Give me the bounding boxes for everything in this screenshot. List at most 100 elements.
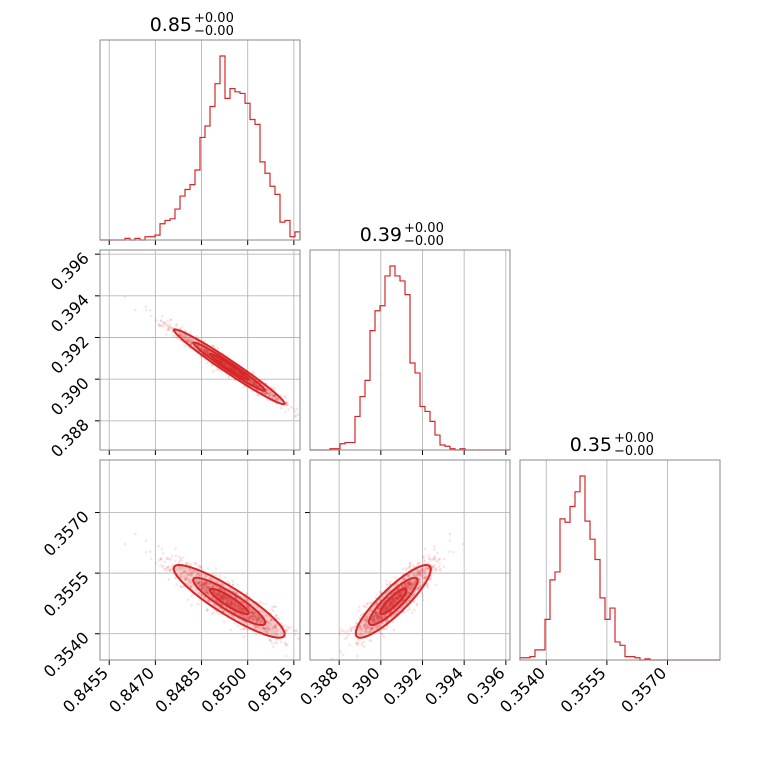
sample-point (266, 388, 269, 392)
sample-point (387, 606, 390, 610)
sample-point (203, 596, 207, 600)
sample-point (411, 581, 415, 585)
sample-point (416, 587, 420, 591)
param-title-upper: +0.00 (614, 431, 654, 446)
sample-point (214, 592, 217, 595)
sample-point (260, 609, 264, 613)
sample-point (388, 604, 392, 608)
sample-point (365, 623, 368, 626)
sample-point (267, 615, 271, 618)
sample-point (197, 582, 201, 586)
sample-point (267, 392, 271, 396)
sample-point (300, 413, 303, 416)
sample-point (218, 594, 222, 598)
sample-point (255, 619, 259, 622)
sample-point (399, 593, 403, 597)
sample-point (388, 601, 392, 604)
sample-point (295, 407, 299, 411)
sample-point (416, 571, 420, 575)
sample-point (392, 613, 396, 616)
sample-point (391, 600, 395, 604)
sample-point (265, 391, 269, 395)
sample-point (409, 582, 413, 585)
sample-point (157, 559, 160, 562)
sample-point (169, 318, 172, 321)
sample-point (226, 364, 230, 368)
sample-point (357, 632, 361, 636)
sample-point (189, 342, 193, 346)
sample-point (179, 572, 183, 576)
sample-point (403, 582, 407, 586)
sample-point (383, 627, 386, 630)
sample-point (212, 603, 216, 606)
sample-point (160, 324, 164, 327)
sample-point (183, 578, 187, 582)
sample-point (246, 599, 250, 602)
sample-point (268, 620, 271, 624)
sample-point (179, 557, 182, 560)
sample-point (422, 555, 426, 559)
sample-point (208, 600, 211, 604)
sample-point (356, 654, 359, 658)
sample-point (253, 381, 257, 385)
sample-point (256, 618, 260, 622)
sample-point (253, 618, 256, 622)
sample-point (404, 568, 408, 572)
sample-point (224, 595, 227, 599)
sample-point (375, 612, 379, 616)
sample-point (396, 597, 400, 600)
sample-point (251, 619, 255, 622)
sample-point (259, 619, 263, 622)
sample-point (271, 628, 274, 632)
sample-point (275, 396, 278, 400)
sample-point (247, 616, 251, 620)
sample-point (175, 323, 178, 326)
sample-point (200, 582, 203, 585)
sample-point (438, 557, 441, 561)
sample-point (187, 567, 191, 571)
sample-point (222, 595, 225, 598)
sample-point (279, 640, 283, 644)
sample-point (360, 641, 364, 645)
sample-point (198, 584, 201, 587)
sample-point (368, 630, 372, 633)
sample-point (239, 605, 243, 609)
sample-point (205, 581, 208, 585)
x-tick-label: 0.3540 (496, 663, 549, 716)
sample-point (402, 610, 406, 614)
sample-point (183, 337, 186, 340)
sample-point (228, 599, 231, 602)
sample-point (393, 598, 396, 602)
sample-point (391, 597, 395, 600)
sample-point (232, 603, 235, 607)
sample-point (241, 615, 244, 618)
sample-point (175, 335, 178, 339)
sample-point (249, 616, 252, 619)
sample-point (220, 594, 224, 598)
sample-point (144, 539, 148, 542)
sample-point (432, 566, 436, 570)
sample-point (262, 628, 265, 632)
sample-point (196, 602, 200, 605)
sample-point (188, 578, 191, 581)
sample-point (425, 582, 429, 586)
sample-point (242, 627, 245, 630)
sample-point (255, 616, 258, 619)
sample-point (397, 596, 401, 599)
sample-point (408, 582, 412, 585)
sample-point (193, 561, 197, 565)
sample-point (251, 612, 255, 616)
sample-point (350, 627, 354, 630)
sample-point (222, 620, 226, 624)
sample-point (252, 381, 256, 385)
sample-point (205, 581, 208, 585)
sample-point (172, 334, 175, 338)
x-tick-label: 0.388 (296, 663, 342, 709)
sample-point (411, 595, 415, 598)
sample-point (385, 606, 388, 609)
sample-point (232, 368, 236, 372)
sample-point (398, 595, 402, 598)
sample-point (249, 614, 252, 617)
sample-point (272, 393, 275, 397)
sample-point (230, 600, 233, 604)
